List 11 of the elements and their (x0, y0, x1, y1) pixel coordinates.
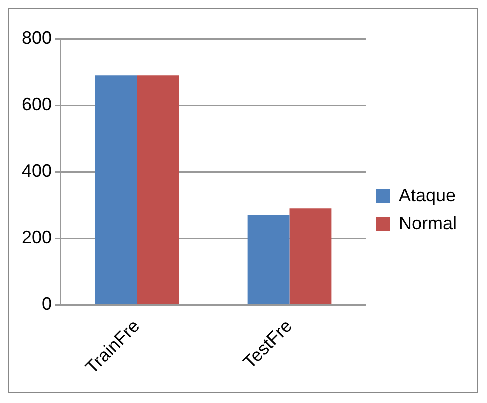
y-tick-label: 800 (22, 28, 52, 48)
y-tick-label: 200 (22, 228, 52, 248)
y-tick-label: 400 (22, 161, 52, 182)
y-tick-label: 600 (22, 94, 52, 114)
y-tick-label: 0 (42, 294, 52, 314)
bar (290, 208, 332, 304)
legend-label: Ataque (398, 185, 456, 206)
bar (137, 76, 180, 304)
bar (95, 76, 138, 304)
legend-label: Normal (398, 213, 458, 234)
bar (248, 215, 290, 304)
